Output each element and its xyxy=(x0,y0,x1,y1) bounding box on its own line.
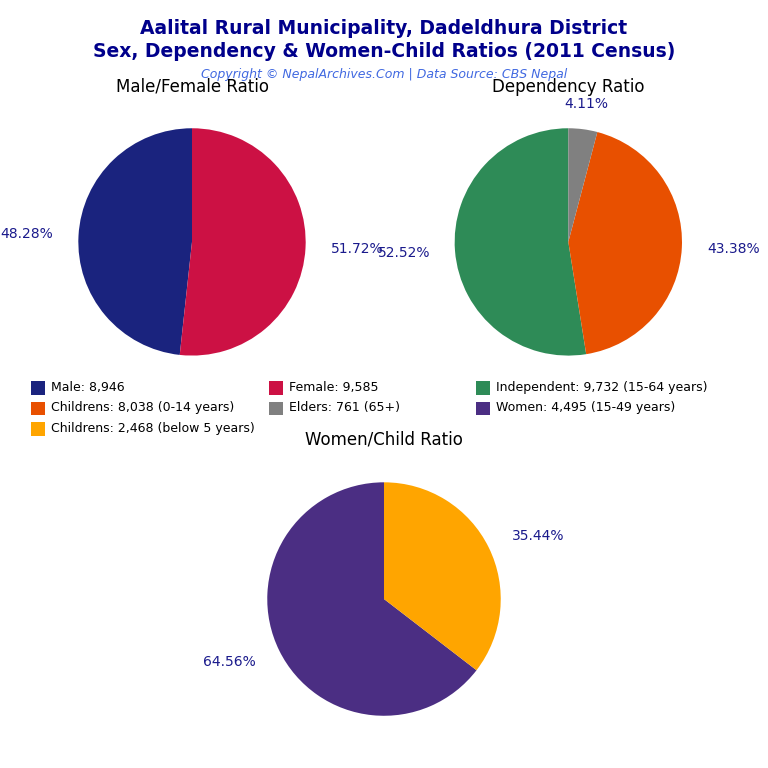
Title: Women/Child Ratio: Women/Child Ratio xyxy=(305,431,463,449)
Wedge shape xyxy=(455,128,586,356)
Wedge shape xyxy=(384,482,501,670)
Text: 51.72%: 51.72% xyxy=(330,243,383,257)
Text: Male: 8,946: Male: 8,946 xyxy=(51,381,124,393)
Text: Copyright © NepalArchives.Com | Data Source: CBS Nepal: Copyright © NepalArchives.Com | Data Sou… xyxy=(201,68,567,81)
Text: Childrens: 2,468 (below 5 years): Childrens: 2,468 (below 5 years) xyxy=(51,422,254,435)
Text: 64.56%: 64.56% xyxy=(204,655,257,669)
Wedge shape xyxy=(568,128,598,242)
Text: 4.11%: 4.11% xyxy=(564,98,608,111)
Title: Male/Female Ratio: Male/Female Ratio xyxy=(115,78,269,95)
Title: Dependency Ratio: Dependency Ratio xyxy=(492,78,644,95)
Text: Women: 4,495 (15-49 years): Women: 4,495 (15-49 years) xyxy=(496,402,675,414)
Text: Female: 9,585: Female: 9,585 xyxy=(289,381,379,393)
Text: Sex, Dependency & Women-Child Ratios (2011 Census): Sex, Dependency & Women-Child Ratios (20… xyxy=(93,42,675,61)
Wedge shape xyxy=(568,132,682,354)
Text: 43.38%: 43.38% xyxy=(707,242,760,256)
Text: 35.44%: 35.44% xyxy=(511,529,564,543)
Wedge shape xyxy=(267,482,476,716)
Text: Childrens: 8,038 (0-14 years): Childrens: 8,038 (0-14 years) xyxy=(51,402,234,414)
Text: Elders: 761 (65+): Elders: 761 (65+) xyxy=(289,402,400,414)
Text: 52.52%: 52.52% xyxy=(378,246,430,260)
Text: 48.28%: 48.28% xyxy=(1,227,54,241)
Wedge shape xyxy=(78,128,192,355)
Text: Aalital Rural Municipality, Dadeldhura District: Aalital Rural Municipality, Dadeldhura D… xyxy=(141,19,627,38)
Text: Independent: 9,732 (15-64 years): Independent: 9,732 (15-64 years) xyxy=(496,381,707,393)
Wedge shape xyxy=(180,128,306,356)
